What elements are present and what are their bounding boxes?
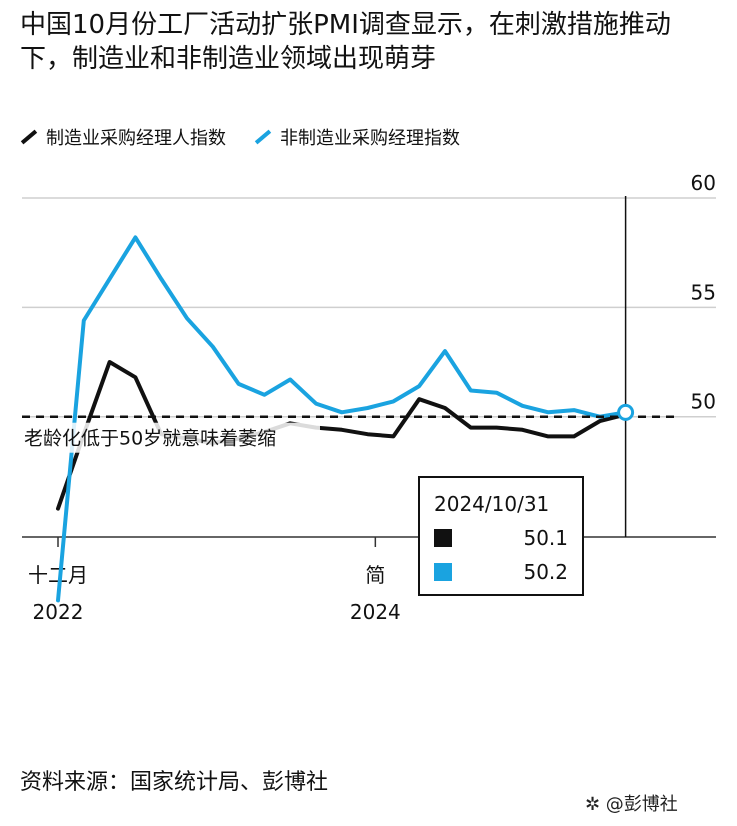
annotation-text: 老龄化低于50岁就意味着萎缩 [24, 428, 276, 450]
legend-item-manufacturing: 制造业采购经理人指数 [20, 124, 226, 150]
tooltip-row-non-manufacturing: 50.2 [434, 560, 568, 584]
watermark-text: 彭博社 [623, 794, 678, 815]
tooltip-row-manufacturing: 50.1 [434, 526, 568, 550]
series-line-0 [56, 360, 628, 511]
legend-label-non-manufacturing: 非制造业采购经理指数 [280, 128, 460, 149]
tooltip-swatch-manufacturing [434, 529, 452, 547]
legend-item-non-manufacturing: 非制造业采购经理指数 [254, 124, 460, 150]
tooltip-swatch-non-manufacturing [434, 563, 452, 581]
x-tick-label-1: 简 [365, 563, 385, 587]
x-tick-year-1: 2024 [350, 600, 401, 624]
tooltip-value-non-manufacturing: 50.2 [523, 560, 568, 584]
watermark: ✲ @彭博社 [585, 794, 678, 815]
annotation-background [20, 422, 320, 453]
chart-title: 中国10月份工厂活动扩张PMI调查显示，在刺激措施推动下，制造业和非制造业领域出… [20, 10, 671, 74]
end-point-marker [617, 403, 635, 421]
tooltip: 2024/10/31 50.1 50.2 [418, 476, 584, 596]
tooltip-date: 2024/10/31 [434, 492, 550, 516]
source-note: 资料来源：国家统计局、彭博社 [20, 770, 329, 795]
series-line-1 [56, 235, 628, 603]
legend-label-manufacturing: 制造业采购经理人指数 [46, 128, 226, 149]
legend: 制造业采购经理人指数 非制造业采购经理指数 [20, 124, 488, 150]
y-tick-label-60: 60 [691, 171, 716, 195]
y-tick-label-50: 50 [691, 390, 716, 414]
x-tick-year-0: 2022 [33, 600, 84, 624]
y-tick-label-55: 55 [691, 280, 716, 304]
tooltip-value-manufacturing: 50.1 [523, 526, 568, 550]
